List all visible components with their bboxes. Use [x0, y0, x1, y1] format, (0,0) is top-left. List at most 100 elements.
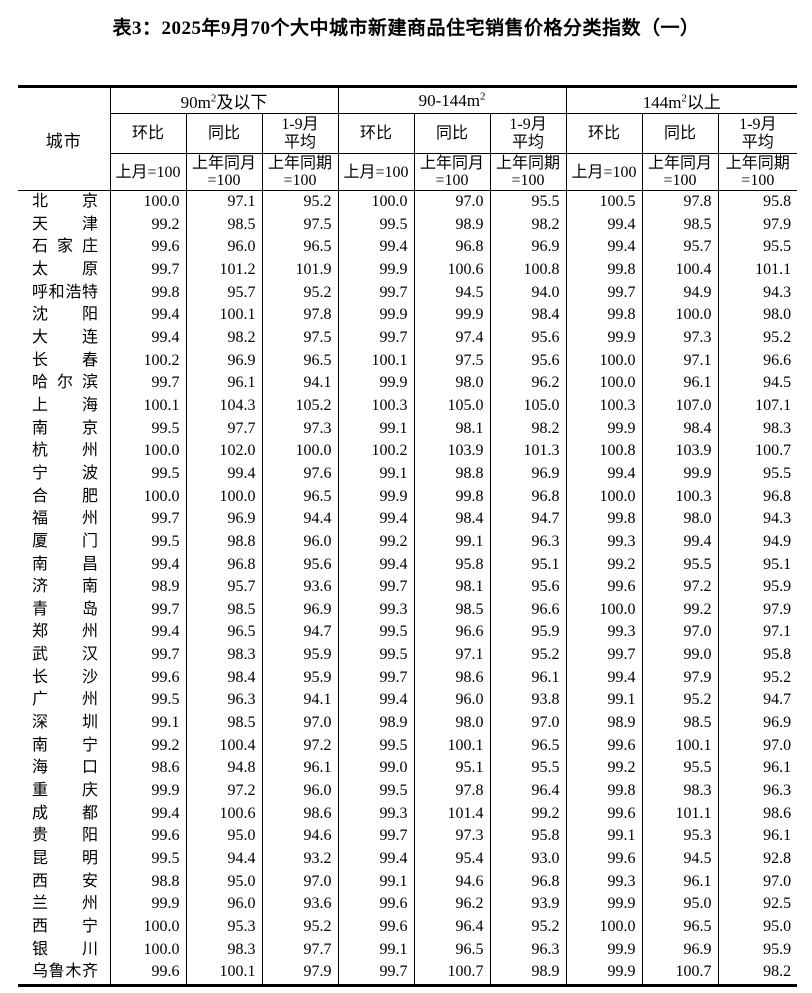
table-row: 西宁 100.0 95.3 95.2 99.6 96.4 95.2 100.0 96.5 95.0 — [18, 916, 798, 939]
value-cell: 96.9 — [489, 462, 567, 486]
value-cell: 94.5 — [641, 848, 719, 871]
value-cell: 94.6 — [261, 825, 339, 849]
table-row: 福州 99.7 96.9 94.4 99.4 98.4 94.7 99.8 98.0 94.3 — [18, 508, 798, 531]
value-cell: 96.8 — [489, 870, 567, 894]
value-cell: 97.0 — [261, 870, 339, 894]
value-cell: 96.5 — [641, 916, 719, 939]
city-label: 武汉 — [32, 646, 98, 664]
value-cell: 96.5 — [185, 621, 263, 645]
value-cell: 99.2 — [565, 757, 643, 781]
value-cell: 99.1 — [413, 530, 491, 554]
city-label: 重庆 — [32, 782, 98, 800]
value-cell: 99.7 — [337, 576, 415, 599]
value-cell: 99.9 — [565, 893, 643, 916]
value-cell: 95.1 — [489, 553, 567, 577]
value-cell: 99.1 — [565, 825, 643, 849]
value-cell: 95.3 — [641, 825, 719, 849]
value-cell: 98.0 — [413, 712, 491, 735]
value-cell: 99.4 — [641, 530, 719, 554]
value-cell: 97.9 — [641, 666, 719, 690]
value-cell: 100.4 — [185, 734, 263, 758]
city-cell: 大连 — [18, 326, 111, 350]
sub-header-avg: 1-9月 平均 — [489, 113, 567, 154]
city-label: 昆明 — [32, 850, 98, 868]
city-label: 石家庄 — [32, 238, 98, 256]
base-header-prev-month: 上月=100 — [565, 153, 643, 191]
value-cell: 95.4 — [413, 848, 491, 871]
value-cell: 99.7 — [565, 644, 643, 667]
value-cell: 104.3 — [185, 394, 263, 418]
value-cell: 98.3 — [717, 417, 798, 441]
value-cell: 98.9 — [489, 961, 567, 986]
value-cell: 98.4 — [185, 666, 263, 690]
value-cell: 100.1 — [185, 961, 263, 986]
city-cell: 青岛 — [18, 598, 111, 622]
value-cell: 99.4 — [109, 326, 187, 350]
value-cell: 98.9 — [565, 712, 643, 735]
value-cell: 98.8 — [185, 530, 263, 554]
value-cell: 99.2 — [337, 530, 415, 554]
value-cell: 100.8 — [565, 440, 643, 463]
value-cell: 99.9 — [109, 893, 187, 916]
value-cell: 96.9 — [185, 508, 263, 531]
table-row: 乌鲁木齐 99.6 100.1 97.9 99.7 100.7 98.9 99.9 100.7 9… — [18, 961, 798, 986]
value-cell: 100.8 — [489, 258, 567, 282]
table-row: 杭州 100.0 102.0 100.0 100.2 103.9 101.3 100.8 103… — [18, 440, 798, 463]
value-cell: 97.2 — [185, 780, 263, 803]
value-cell: 94.7 — [717, 689, 798, 713]
base-header-same-period: 上年同期 =100 — [261, 153, 339, 191]
table-row: 上海 100.1 104.3 105.2 100.3 105.0 105.0 100.3 107… — [18, 394, 798, 418]
value-cell: 97.1 — [185, 190, 263, 214]
value-cell: 100.0 — [337, 190, 415, 214]
value-cell: 98.4 — [489, 304, 567, 327]
value-cell: 99.1 — [565, 689, 643, 713]
value-cell: 96.5 — [261, 349, 339, 373]
table-row: 南京 99.5 97.7 97.3 99.1 98.1 98.2 99.9 98.4 98.3 — [18, 417, 798, 441]
value-cell: 99.6 — [565, 802, 643, 826]
value-cell: 99.9 — [565, 417, 643, 441]
value-cell: 99.4 — [337, 553, 415, 577]
sub-header-mom: 环比 — [337, 113, 415, 154]
value-cell: 96.1 — [641, 372, 719, 395]
value-cell: 95.5 — [489, 190, 567, 214]
value-cell: 96.9 — [261, 598, 339, 622]
value-cell: 97.3 — [641, 326, 719, 350]
value-cell: 100.7 — [641, 961, 719, 986]
city-cell: 武汉 — [18, 644, 111, 667]
value-cell: 98.4 — [413, 508, 491, 531]
value-cell: 95.2 — [717, 666, 798, 690]
city-cell: 贵阳 — [18, 825, 111, 849]
city-cell: 银川 — [18, 938, 111, 962]
table-row: 兰州 99.9 96.0 93.6 99.6 96.2 93.9 99.9 95.0 92.5 — [18, 893, 798, 916]
city-label: 兰州 — [32, 895, 98, 913]
value-cell: 97.9 — [717, 213, 798, 237]
value-cell: 99.4 — [337, 848, 415, 871]
city-cell: 沈阳 — [18, 304, 111, 327]
value-cell: 98.0 — [413, 372, 491, 395]
value-cell: 99.9 — [337, 258, 415, 282]
value-cell: 95.2 — [261, 916, 339, 939]
value-cell: 103.9 — [413, 440, 491, 463]
page-title: 表3：2025年9月70个大中城市新建商品住宅销售价格分类指数（一） — [112, 18, 700, 39]
value-cell: 99.7 — [337, 825, 415, 849]
value-cell: 96.1 — [185, 372, 263, 395]
value-cell: 97.2 — [641, 576, 719, 599]
value-cell: 98.6 — [413, 666, 491, 690]
value-cell: 107.1 — [717, 394, 798, 418]
value-cell: 99.9 — [109, 780, 187, 803]
value-cell: 99.4 — [109, 802, 187, 826]
value-cell: 94.5 — [717, 372, 798, 395]
value-cell: 97.0 — [489, 712, 567, 735]
value-cell: 96.8 — [413, 236, 491, 259]
city-label: 沈阳 — [32, 306, 98, 324]
value-cell: 98.2 — [489, 213, 567, 237]
value-cell: 100.0 — [565, 485, 643, 509]
city-cell: 昆明 — [18, 848, 111, 871]
city-cell: 南京 — [18, 417, 111, 441]
header-sub-row: 环比 同比 1-9月 平均 环比 同比 1-9月 平均 环比 同比 1-9月 平… — [18, 113, 798, 154]
city-cell: 广州 — [18, 689, 111, 713]
value-cell: 101.9 — [261, 258, 339, 282]
value-cell: 93.0 — [489, 848, 567, 871]
value-cell: 95.0 — [185, 825, 263, 849]
city-cell: 福州 — [18, 508, 111, 531]
